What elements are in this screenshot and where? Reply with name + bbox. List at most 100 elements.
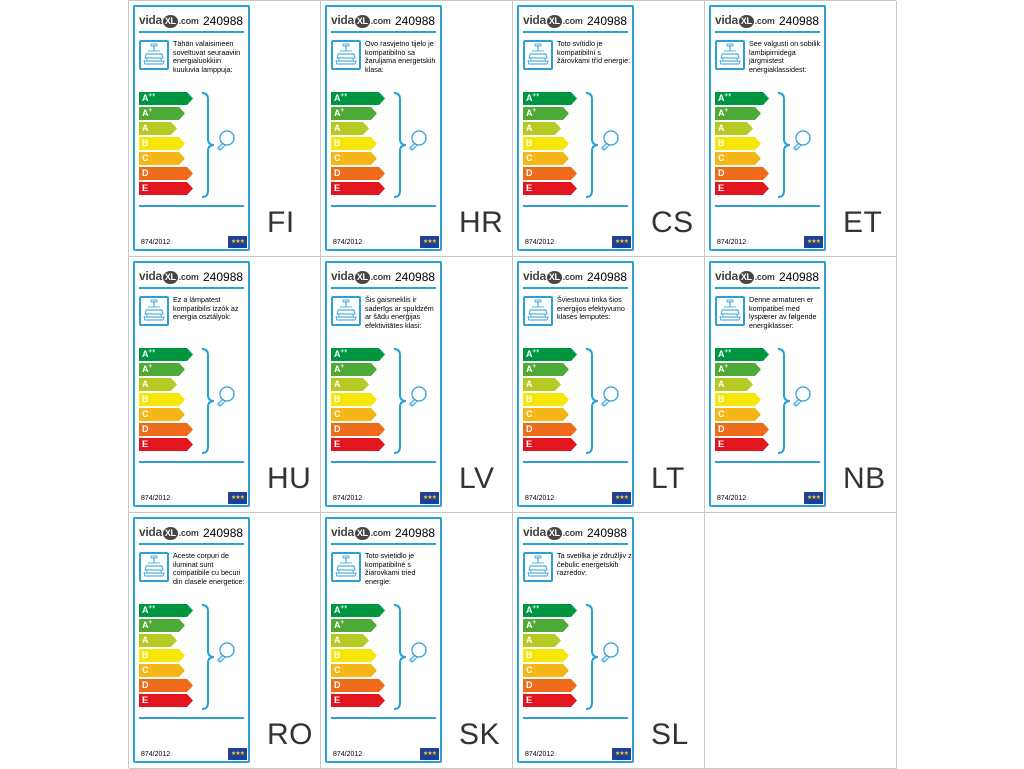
- product-code: 240988: [587, 526, 628, 540]
- divider: [139, 31, 244, 33]
- divider: [715, 31, 820, 33]
- compatibility-text: Tähän valaisimeen soveltuvat seuraaviin …: [173, 39, 241, 74]
- product-code: 240988: [203, 526, 244, 540]
- divider: [139, 461, 244, 463]
- energy-label: vida XL .com 240988 Šis gaismeklis ir sade…: [325, 261, 442, 507]
- bulb-icon: [793, 386, 811, 407]
- eu-flag-icon: ★★★: [612, 492, 631, 504]
- lamp-icon: [139, 40, 169, 70]
- energy-label: vida XL .com 240988 Tähän valaisimeen sove…: [133, 5, 250, 251]
- energy-label: vida XL .com 240988 Šviestuvui tinka šios …: [517, 261, 634, 507]
- bulb-icon: [793, 130, 811, 151]
- brand-logo: vida XL .com: [139, 525, 199, 540]
- compatibility-text: Šis gaismeklis ir saderīgs ar spuldzēm a…: [365, 295, 434, 330]
- product-code: 240988: [395, 14, 436, 28]
- label-cell: vida XL .com 240988 Aceste corpuri de ilum…: [129, 513, 321, 769]
- lamp-icon: [523, 296, 553, 326]
- divider: [523, 287, 628, 289]
- bulb-icon: [217, 386, 235, 407]
- eu-flag-icon: ★★★: [420, 236, 439, 248]
- brand-logo: vida XL .com: [331, 269, 391, 284]
- divider: [715, 205, 820, 207]
- divider: [139, 205, 244, 207]
- energy-label: vida XL .com 240988 Ez a lámpatest kompati…: [133, 261, 250, 507]
- eu-flag-icon: ★★★: [228, 492, 247, 504]
- compatibility-text: Šviestuvui tinka šios energijos efektyvu…: [557, 295, 625, 322]
- divider: [715, 287, 820, 289]
- product-code: 240988: [395, 526, 436, 540]
- regulation-number: 874/2012: [333, 495, 363, 502]
- language-code: HR: [459, 206, 504, 239]
- regulation-number: 874/2012: [141, 239, 171, 246]
- eu-flag-icon: ★★★: [420, 492, 439, 504]
- compatibility-text: Ez a lámpatest kompatibilis izzók az ene…: [173, 295, 239, 322]
- eu-flag-icon: ★★★: [228, 236, 247, 248]
- empty-cell: [705, 513, 897, 769]
- bulb-icon: [409, 642, 427, 663]
- label-cell: vida XL .com 240988 Ta svetilka je združlj…: [513, 513, 705, 769]
- label-cell: vida XL .com 240988 Šis gaismeklis ir sade…: [321, 257, 513, 513]
- brace-icon: [393, 604, 407, 710]
- label-grid: vida XL .com 240988 Tähän valaisimeen sove…: [128, 0, 897, 769]
- energy-label: vida XL .com 240988 Aceste corpuri de ilum…: [133, 517, 250, 763]
- product-code: 240988: [779, 270, 820, 284]
- product-code: 240988: [587, 270, 628, 284]
- language-code: SL: [651, 718, 689, 751]
- language-code: RO: [267, 718, 313, 751]
- brace-icon: [585, 604, 599, 710]
- brand-logo: vida XL .com: [139, 13, 199, 28]
- energy-label: vida XL .com 240988 See valgusti on sobili…: [709, 5, 826, 251]
- energy-label: vida XL .com 240988 Ovo rasvjetno tijelo j…: [325, 5, 442, 251]
- lamp-icon: [523, 552, 553, 582]
- brace-icon: [585, 348, 599, 454]
- eu-flag-icon: ★★★: [804, 236, 823, 248]
- divider: [523, 31, 628, 33]
- energy-label: vida XL .com 240988 Ta svetilka je združlj…: [517, 517, 634, 763]
- regulation-number: 874/2012: [141, 751, 171, 758]
- brand-logo: vida XL .com: [523, 525, 583, 540]
- language-code: CS: [651, 206, 694, 239]
- language-code: SK: [459, 718, 501, 751]
- bulb-icon: [217, 130, 235, 151]
- regulation-number: 874/2012: [717, 239, 747, 246]
- regulation-number: 874/2012: [141, 495, 171, 502]
- divider: [523, 205, 628, 207]
- label-cell: vida XL .com 240988 Ovo rasvjetno tijelo j…: [321, 1, 513, 257]
- divider: [523, 543, 628, 545]
- divider: [139, 717, 244, 719]
- brand-logo: vida XL .com: [523, 269, 583, 284]
- brand-logo: vida XL .com: [331, 13, 391, 28]
- product-code: 240988: [203, 14, 244, 28]
- brand-logo: vida XL .com: [715, 269, 775, 284]
- product-code: 240988: [587, 14, 628, 28]
- label-cell: vida XL .com 240988 Šviestuvui tinka šios …: [513, 257, 705, 513]
- energy-label: vida XL .com 240988 Toto svítidlo je kompa…: [517, 5, 634, 251]
- language-code: ET: [843, 206, 883, 239]
- divider: [523, 717, 628, 719]
- regulation-number: 874/2012: [525, 751, 555, 758]
- product-code: 240988: [779, 14, 820, 28]
- divider: [331, 717, 436, 719]
- brace-icon: [585, 92, 599, 198]
- brand-logo: vida XL .com: [331, 525, 391, 540]
- compatibility-text: Aceste corpuri de iluminat sunt compatib…: [173, 551, 245, 586]
- divider: [139, 543, 244, 545]
- regulation-number: 874/2012: [717, 495, 747, 502]
- compatibility-text: Toto svítidlo je kompatibilní s žárovkam…: [557, 39, 631, 66]
- label-cell: vida XL .com 240988 Tähän valaisimeen sove…: [129, 1, 321, 257]
- lamp-icon: [715, 296, 745, 326]
- bulb-icon: [217, 642, 235, 663]
- divider: [331, 31, 436, 33]
- bulb-icon: [601, 130, 619, 151]
- product-code: 240988: [395, 270, 436, 284]
- divider: [331, 287, 436, 289]
- compatibility-text: Toto svietidlo je kompatibilné s žiarovk…: [365, 551, 416, 586]
- divider: [331, 461, 436, 463]
- divider: [523, 461, 628, 463]
- lamp-icon: [523, 40, 553, 70]
- label-cell: vida XL .com 240988 Denne armaturen er kom…: [705, 257, 897, 513]
- lamp-icon: [139, 296, 169, 326]
- brace-icon: [777, 92, 791, 198]
- label-cell: vida XL .com 240988 Ez a lámpatest kompati…: [129, 257, 321, 513]
- product-code: 240988: [203, 270, 244, 284]
